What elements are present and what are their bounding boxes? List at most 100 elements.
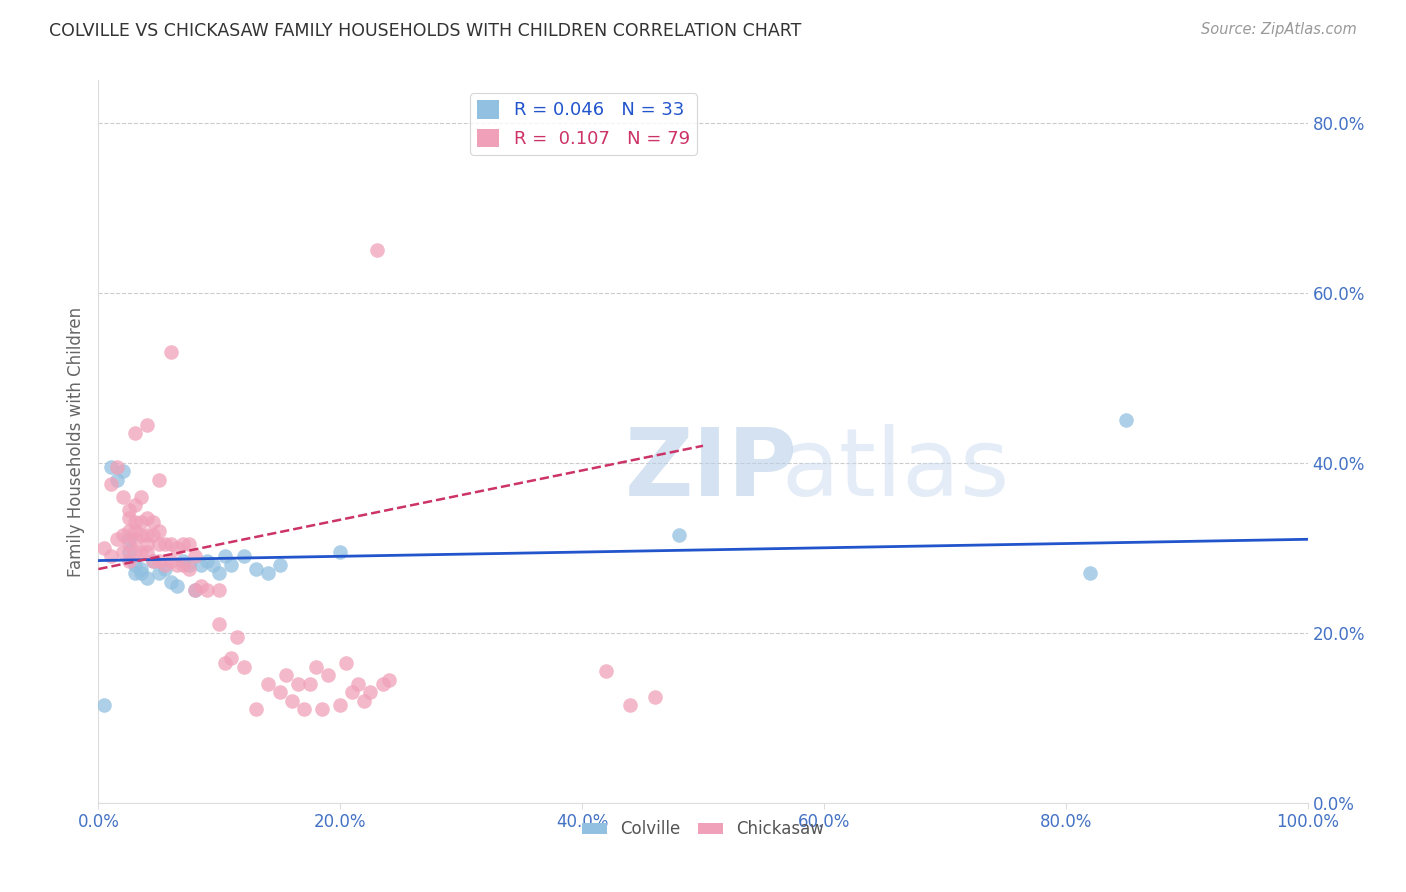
- Point: [172, 558, 194, 572]
- Point: [100, 549, 122, 564]
- Point: [142, 553, 165, 567]
- Point: [245, 562, 267, 576]
- Point: [135, 545, 157, 559]
- Y-axis label: Family Households with Children: Family Households with Children: [66, 307, 84, 576]
- Point: [129, 545, 152, 559]
- Point: [274, 668, 297, 682]
- Point: [269, 685, 291, 699]
- Point: [100, 460, 122, 475]
- Point: [619, 698, 641, 712]
- Point: [111, 490, 134, 504]
- Point: [172, 536, 194, 550]
- Point: [93, 698, 115, 712]
- Point: [245, 702, 267, 716]
- Point: [111, 464, 134, 478]
- Point: [124, 545, 146, 559]
- Point: [124, 558, 146, 572]
- Point: [105, 473, 128, 487]
- Point: [214, 656, 236, 670]
- Point: [335, 656, 357, 670]
- Point: [184, 583, 207, 598]
- Point: [179, 558, 201, 572]
- Point: [232, 549, 254, 564]
- Point: [153, 536, 176, 550]
- Point: [221, 651, 243, 665]
- Point: [118, 511, 141, 525]
- Point: [153, 558, 176, 572]
- Point: [190, 558, 212, 572]
- Point: [179, 562, 201, 576]
- Point: [160, 553, 183, 567]
- Point: [316, 668, 339, 682]
- Point: [129, 490, 152, 504]
- Point: [329, 698, 352, 712]
- Point: [118, 545, 141, 559]
- Point: [148, 553, 170, 567]
- Point: [148, 536, 170, 550]
- Point: [124, 566, 146, 581]
- Point: [129, 566, 152, 581]
- Point: [208, 566, 231, 581]
- Point: [179, 536, 201, 550]
- Point: [208, 617, 231, 632]
- Point: [160, 345, 183, 359]
- Point: [135, 417, 157, 432]
- Point: [129, 516, 152, 530]
- Point: [118, 524, 141, 538]
- Point: [342, 685, 364, 699]
- Text: atlas: atlas: [782, 425, 1010, 516]
- Point: [184, 549, 207, 564]
- Point: [172, 553, 194, 567]
- Point: [202, 558, 225, 572]
- Point: [135, 570, 157, 584]
- Point: [256, 566, 278, 581]
- Point: [360, 685, 382, 699]
- Point: [195, 583, 218, 598]
- Point: [160, 574, 183, 589]
- Point: [124, 498, 146, 512]
- Point: [153, 562, 176, 576]
- Point: [93, 541, 115, 555]
- Point: [135, 528, 157, 542]
- Point: [377, 673, 399, 687]
- Point: [347, 677, 370, 691]
- Point: [124, 533, 146, 547]
- Point: [135, 536, 157, 550]
- Point: [148, 473, 170, 487]
- Point: [281, 694, 304, 708]
- Point: [118, 553, 141, 567]
- Text: ZIP: ZIP: [624, 425, 797, 516]
- Point: [166, 541, 188, 555]
- Point: [148, 566, 170, 581]
- Point: [160, 536, 183, 550]
- Point: [311, 702, 333, 716]
- Point: [299, 677, 322, 691]
- Point: [118, 536, 141, 550]
- Point: [366, 244, 388, 258]
- Text: COLVILLE VS CHICKASAW FAMILY HOUSEHOLDS WITH CHILDREN CORRELATION CHART: COLVILLE VS CHICKASAW FAMILY HOUSEHOLDS …: [49, 22, 801, 40]
- Point: [292, 702, 315, 716]
- Point: [124, 425, 146, 440]
- Point: [111, 545, 134, 559]
- Point: [166, 579, 188, 593]
- Point: [111, 528, 134, 542]
- Point: [1115, 413, 1137, 427]
- Point: [129, 562, 152, 576]
- Point: [214, 549, 236, 564]
- Point: [142, 516, 165, 530]
- Point: [232, 660, 254, 674]
- Point: [1078, 566, 1101, 581]
- Point: [287, 677, 309, 691]
- Point: [668, 528, 690, 542]
- Point: [166, 558, 188, 572]
- Point: [195, 553, 218, 567]
- Point: [124, 524, 146, 538]
- Text: Source: ZipAtlas.com: Source: ZipAtlas.com: [1201, 22, 1357, 37]
- Point: [142, 528, 165, 542]
- Point: [329, 545, 352, 559]
- Point: [371, 677, 394, 691]
- Point: [305, 660, 328, 674]
- Point: [269, 558, 291, 572]
- Point: [105, 533, 128, 547]
- Point: [353, 694, 375, 708]
